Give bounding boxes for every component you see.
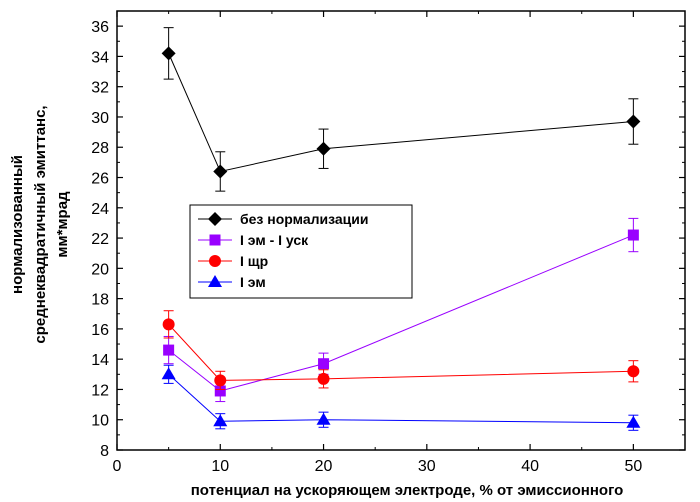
legend-marker: [209, 255, 221, 267]
data-point: [317, 372, 330, 385]
legend-label: I эм - I уск: [240, 232, 309, 248]
x-tick-label: 0: [113, 458, 122, 475]
data-point: [626, 415, 641, 428]
data-point: [213, 164, 228, 179]
legend-marker: [208, 212, 222, 226]
data-point: [213, 414, 228, 427]
legend-marker: [209, 234, 221, 246]
axis-ticks: 0 10 20 30 40 50 8 10 12 14 16 18 20 22 24 26 28 30 32 34 36: [91, 11, 685, 475]
y-tick-label: 26: [91, 171, 109, 188]
y-tick-label: 14: [91, 352, 109, 369]
x-tick-label: 10: [211, 458, 229, 475]
y-tick-label: 28: [91, 140, 109, 157]
y-tick-label: 12: [91, 382, 109, 399]
data-point: [161, 46, 176, 61]
data-point: [316, 412, 331, 425]
y-tick-label: 32: [91, 80, 109, 97]
legend-label: I щр: [240, 253, 268, 269]
legend-marker: [208, 275, 222, 287]
y-tick-label: 30: [91, 110, 109, 127]
y-tick-label: 20: [91, 261, 109, 278]
x-axis-label: потенциал на ускоряющем электроде, % от …: [191, 482, 624, 499]
data-point: [161, 367, 176, 380]
y-tick-label: 10: [91, 413, 109, 430]
series-line: [168, 234, 634, 392]
series-layer: [161, 27, 641, 431]
series-0: [161, 27, 641, 192]
x-tick-label: 40: [521, 458, 539, 475]
series-line: [168, 373, 634, 424]
y-tick-label: 36: [91, 19, 109, 36]
y-axis-label-line: мм*мрад: [54, 191, 71, 258]
legend-item: без нормализации: [198, 211, 369, 227]
legend-item: I эм - I уск: [198, 232, 309, 248]
data-point: [162, 318, 175, 331]
y-tick-label: 18: [91, 292, 109, 309]
data-point: [214, 374, 227, 387]
series-line: [168, 53, 634, 173]
data-point: [627, 365, 640, 378]
x-tick-label: 30: [418, 458, 436, 475]
plot-border: [116, 10, 686, 451]
legend: без нормализации I эм - I уск I щр I эм: [189, 204, 413, 299]
x-tick-label: 50: [624, 458, 642, 475]
y-tick-label: 24: [91, 201, 109, 218]
data-point: [316, 141, 331, 156]
data-point: [214, 385, 226, 397]
y-axis-label-line: нормализованный: [9, 155, 26, 294]
y-axis-label-line: среднеквадратичный эмиттанс,: [32, 105, 49, 343]
data-point: [318, 358, 330, 370]
y-tick-label: 22: [91, 231, 109, 248]
data-point: [163, 344, 175, 356]
plot-frame: [116, 10, 686, 451]
series-2: [162, 310, 640, 390]
legend-item: I щр: [198, 253, 268, 269]
y-tick-label: 8: [100, 443, 109, 460]
x-tick-label: 20: [315, 458, 333, 475]
series-3: [161, 364, 641, 431]
legend-item: I эм: [198, 274, 266, 290]
y-tick-label: 16: [91, 322, 109, 339]
data-point: [626, 114, 641, 129]
legend-label: I эм: [240, 274, 266, 290]
y-axis-label: нормализованный среднеквадратичный эмитта…: [9, 105, 71, 343]
y-tick-label: 34: [91, 49, 109, 66]
series-line: [168, 324, 634, 381]
data-point: [627, 229, 639, 241]
legend-label: без нормализации: [240, 211, 369, 227]
